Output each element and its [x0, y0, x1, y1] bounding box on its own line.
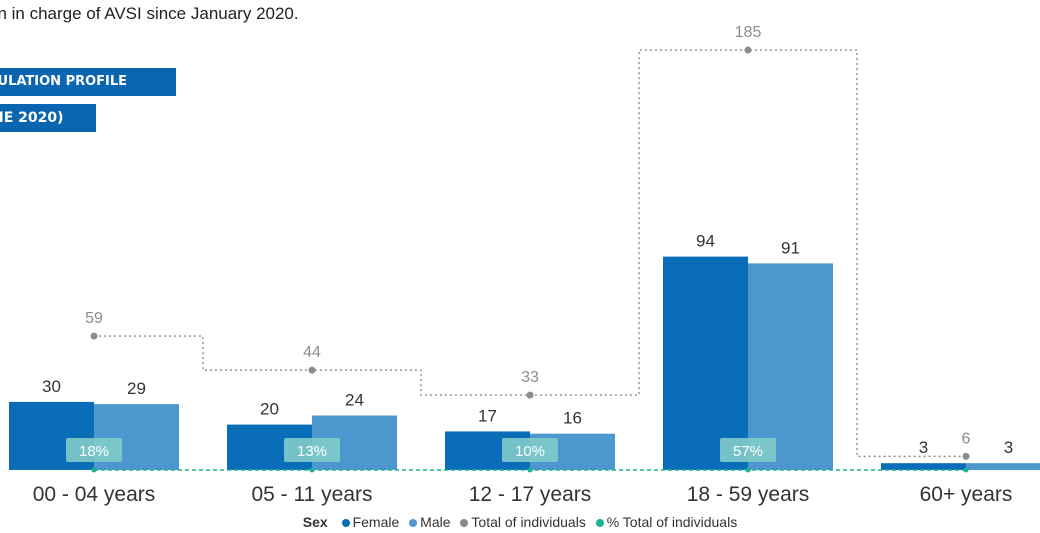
legend-dot — [409, 518, 418, 527]
value-label-female: 20 — [260, 400, 279, 419]
total-point — [308, 366, 316, 374]
percent-label: 13% — [297, 443, 327, 460]
value-label-male: 91 — [781, 238, 800, 257]
value-label-male: 3 — [1004, 438, 1013, 457]
total-label: 33 — [521, 369, 539, 386]
percent-point — [309, 467, 315, 473]
bar-female — [881, 463, 966, 470]
percent-point — [745, 467, 751, 473]
total-point — [744, 46, 752, 54]
total-point — [90, 332, 98, 340]
value-label-female: 30 — [42, 377, 61, 396]
value-label-male: 29 — [127, 379, 146, 398]
total-label: 6 — [962, 430, 971, 447]
total-label: 59 — [85, 310, 103, 327]
legend-dot — [595, 518, 604, 527]
value-label-male: 16 — [563, 409, 582, 428]
chart-title-line-1: PULATION PROFILE — [0, 68, 176, 96]
percent-label: 57% — [733, 443, 763, 460]
value-label-female: 94 — [696, 232, 715, 251]
category-label: 05 - 11 years — [251, 483, 372, 506]
total-point — [962, 452, 970, 460]
percent-label-box — [284, 438, 340, 462]
bar-female — [663, 256, 748, 470]
legend-label: Male — [420, 514, 451, 530]
legend-label: Female — [352, 514, 400, 530]
legend-heading: Sex — [302, 514, 328, 530]
value-label-female: 17 — [478, 406, 497, 425]
category-label: 12 - 17 years — [469, 483, 592, 506]
legend-item-percent[interactable]: % Total of individuals — [590, 514, 737, 530]
legend-dot — [341, 518, 350, 527]
percent-label-box — [720, 438, 776, 462]
value-label-male: 24 — [345, 391, 364, 410]
percent-point — [963, 467, 969, 473]
legend-dot — [460, 518, 469, 527]
total-label: 44 — [303, 344, 321, 361]
bar-male — [748, 263, 833, 470]
legend-item-total[interactable]: Total of individuals — [454, 514, 586, 530]
percent-point — [91, 467, 97, 473]
legend-label: % Total of individuals — [606, 514, 738, 530]
category-label: 00 - 04 years — [33, 483, 156, 506]
total-point — [526, 391, 534, 399]
legend-item-male[interactable]: Male — [403, 514, 451, 530]
chart-legend: Sex Female Male Total of individuals % T… — [0, 514, 1040, 530]
percent-label: 10% — [515, 443, 545, 460]
percent-point — [527, 467, 533, 473]
percent-label: 18% — [79, 443, 109, 460]
chart-title-line-2: NE 2020) — [0, 104, 96, 132]
value-label-female: 3 — [919, 438, 928, 457]
category-label: 18 - 59 years — [687, 483, 810, 506]
total-label: 185 — [735, 24, 762, 41]
percent-label-box — [66, 438, 122, 462]
bar-male — [966, 463, 1040, 470]
intro-text: en in charge of AVSI since January 2020. — [0, 4, 299, 23]
percent-label-box — [502, 438, 558, 462]
legend-label: Total of individuals — [471, 514, 586, 530]
category-label: 60+ years — [920, 483, 1013, 506]
legend-item-female[interactable]: Female — [336, 514, 400, 530]
